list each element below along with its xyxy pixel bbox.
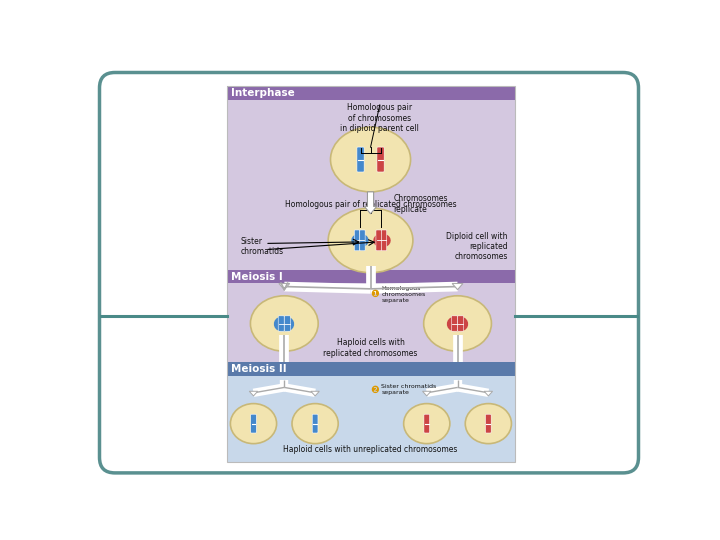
FancyBboxPatch shape: [284, 316, 290, 331]
Ellipse shape: [330, 127, 410, 192]
Ellipse shape: [292, 403, 338, 444]
FancyBboxPatch shape: [312, 414, 318, 433]
FancyBboxPatch shape: [278, 316, 284, 331]
FancyArrow shape: [364, 192, 377, 214]
Text: Meiosis I: Meiosis I: [231, 272, 283, 281]
Text: ❷: ❷: [370, 384, 379, 395]
FancyBboxPatch shape: [376, 230, 382, 251]
Text: Homologous pair
of chromosomes
in diploid parent cell: Homologous pair of chromosomes in diploi…: [341, 103, 419, 133]
Text: Chromosomes
replicate: Chromosomes replicate: [394, 194, 448, 214]
Ellipse shape: [230, 403, 276, 444]
FancyBboxPatch shape: [354, 230, 360, 251]
FancyArrow shape: [484, 392, 492, 396]
FancyBboxPatch shape: [377, 147, 384, 172]
Bar: [227, 86, 516, 100]
Text: Sister chromatids
separate: Sister chromatids separate: [382, 384, 436, 395]
FancyArrow shape: [311, 392, 320, 396]
FancyArrow shape: [423, 392, 431, 396]
Text: Homologous pair of replicated chromosomes: Homologous pair of replicated chromosome…: [284, 200, 456, 210]
Bar: [227, 86, 516, 269]
Text: ❶: ❶: [370, 289, 379, 299]
FancyBboxPatch shape: [251, 414, 256, 433]
Ellipse shape: [328, 208, 413, 273]
Bar: [227, 362, 516, 462]
FancyBboxPatch shape: [357, 147, 364, 172]
FancyBboxPatch shape: [451, 316, 457, 331]
FancyBboxPatch shape: [382, 230, 387, 251]
FancyBboxPatch shape: [458, 316, 464, 331]
Bar: [227, 362, 516, 376]
FancyArrow shape: [279, 284, 289, 289]
Ellipse shape: [465, 403, 511, 444]
Text: Haploid cells with unreplicated chromosomes: Haploid cells with unreplicated chromoso…: [284, 446, 458, 454]
Text: Diploid cell with
replicated
chromosomes: Diploid cell with replicated chromosomes: [446, 232, 508, 261]
Ellipse shape: [404, 403, 450, 444]
Text: Homologous
chromosomes
separate: Homologous chromosomes separate: [382, 286, 426, 302]
Bar: [227, 86, 516, 462]
FancyBboxPatch shape: [360, 230, 365, 251]
FancyArrow shape: [452, 284, 463, 289]
Bar: [227, 269, 516, 284]
FancyArrow shape: [249, 392, 258, 396]
Text: Sister
chromatids: Sister chromatids: [240, 237, 284, 256]
Text: Meiosis II: Meiosis II: [231, 364, 287, 374]
FancyBboxPatch shape: [485, 414, 491, 433]
FancyBboxPatch shape: [424, 414, 430, 433]
Ellipse shape: [251, 296, 318, 351]
Text: Haploid cells with
replicated chromosomes: Haploid cells with replicated chromosome…: [323, 339, 418, 358]
Ellipse shape: [423, 296, 492, 351]
Bar: [227, 269, 516, 362]
FancyBboxPatch shape: [99, 72, 639, 473]
Text: Interphase: Interphase: [231, 88, 295, 98]
